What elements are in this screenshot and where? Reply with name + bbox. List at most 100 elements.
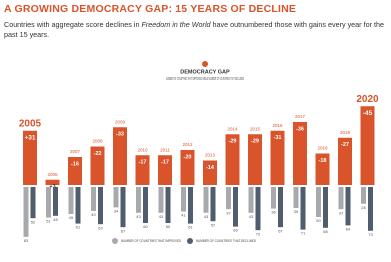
gap-bar bbox=[90, 146, 105, 185]
subtitle-text: have outnumbered those with gains every … bbox=[4, 20, 384, 39]
year-label: 2016 bbox=[272, 123, 283, 128]
count-label: 37 bbox=[339, 210, 344, 215]
declined-bar bbox=[30, 187, 36, 219]
count-label: 66 bbox=[233, 228, 238, 233]
gap-label: -16 bbox=[71, 161, 79, 167]
count-label: 61 bbox=[188, 225, 193, 230]
year-label: 2008 bbox=[92, 139, 103, 144]
subtitle-text: Countries with aggregate score declines … bbox=[4, 20, 142, 29]
gap-bar bbox=[45, 179, 60, 185]
improved-bar bbox=[248, 187, 254, 213]
gap-bar bbox=[158, 155, 172, 185]
count-label: 43 bbox=[136, 214, 141, 219]
count-label: 60 bbox=[166, 224, 171, 229]
annotation-line: NUMBER OF COUNTRIES THAT IMPROVED MINUS … bbox=[166, 76, 244, 81]
year-label: 2006 bbox=[47, 172, 58, 177]
count-label: 62 bbox=[98, 225, 103, 230]
year-label: 2015 bbox=[250, 126, 261, 131]
declined-bar bbox=[233, 187, 238, 227]
count-label: 37 bbox=[226, 210, 231, 215]
improved-bar bbox=[91, 187, 96, 211]
chart-title: A GROWING DEMOCRACY GAP: 15 YEARS OF DEC… bbox=[4, 3, 297, 15]
gap-label: -14 bbox=[206, 165, 215, 171]
year-label: 2005 bbox=[19, 118, 42, 129]
gap-bar bbox=[338, 137, 352, 185]
gap-bar bbox=[68, 157, 82, 185]
declined-bar bbox=[98, 187, 103, 225]
count-label: 71 bbox=[301, 231, 306, 236]
gap-label: +3 bbox=[49, 184, 55, 190]
gap-label: +31 bbox=[24, 134, 35, 141]
gap-bar bbox=[113, 127, 127, 185]
gap-label: -18 bbox=[319, 158, 327, 164]
count-label: 48 bbox=[53, 217, 58, 222]
annotation-text: NUMBER OF COUNTRIES THAT IMPROVED MINUS … bbox=[166, 76, 244, 81]
count-label: 43 bbox=[204, 214, 209, 219]
gap-label: -20 bbox=[184, 154, 192, 160]
count-label: 36 bbox=[271, 210, 276, 215]
year-label: 2020 bbox=[356, 94, 379, 105]
declined-bar bbox=[75, 187, 81, 224]
declined-bar bbox=[53, 187, 58, 216]
gap-bar bbox=[270, 130, 285, 185]
chart-subtitle: Countries with aggregate score declines … bbox=[4, 20, 384, 40]
year-label: 2018 bbox=[317, 146, 328, 151]
gap-bar bbox=[203, 160, 217, 185]
gap-label: -31 bbox=[274, 135, 282, 141]
year-label: 2009 bbox=[115, 119, 126, 124]
declined-bar bbox=[345, 187, 351, 226]
count-label: 83 bbox=[24, 238, 29, 243]
legend-label: NUMBER OF COUNTRIES THAT IMPROVED bbox=[121, 238, 181, 243]
gap-bar bbox=[315, 153, 330, 185]
count-label: 34 bbox=[114, 208, 119, 213]
declined-bar bbox=[255, 187, 261, 231]
gap-bar bbox=[248, 134, 262, 185]
annotation-title: DEMOCRACY GAP bbox=[180, 69, 230, 75]
count-label: 28 bbox=[361, 205, 366, 210]
improved-bar bbox=[23, 187, 29, 237]
count-label: 43 bbox=[159, 214, 164, 219]
gap-label: -29 bbox=[229, 139, 237, 145]
improved-bar bbox=[68, 187, 74, 214]
count-label: 67 bbox=[278, 228, 283, 233]
count-label: 57 bbox=[211, 222, 216, 227]
improved-bar bbox=[361, 187, 366, 204]
gap-bar bbox=[360, 106, 375, 185]
year-label: 2014 bbox=[227, 126, 238, 131]
year-label: 2012 bbox=[182, 142, 193, 147]
count-label: 50 bbox=[316, 218, 321, 223]
improved-bar bbox=[271, 187, 276, 209]
count-label: 67 bbox=[121, 228, 126, 233]
improved-bar bbox=[158, 187, 164, 213]
count-label: 51 bbox=[46, 219, 51, 224]
declined-bar bbox=[210, 187, 216, 222]
gap-bar bbox=[135, 155, 150, 185]
gap-bar bbox=[23, 130, 37, 185]
improved-bar bbox=[136, 187, 141, 213]
count-label: 73 bbox=[368, 232, 373, 237]
gap-label: -45 bbox=[363, 110, 373, 117]
year-label: 2011 bbox=[160, 147, 170, 152]
improved-bar bbox=[338, 187, 344, 210]
improved-bar bbox=[203, 187, 209, 213]
year-label: 2010 bbox=[137, 147, 148, 152]
declined-bar bbox=[278, 187, 283, 228]
declined-bar bbox=[368, 187, 373, 231]
improved-bar bbox=[113, 187, 119, 208]
count-label: 40 bbox=[91, 212, 96, 217]
declined-bar bbox=[300, 187, 306, 230]
improved-bar bbox=[316, 187, 321, 217]
gap-label: -17 bbox=[161, 160, 169, 166]
legend-label: NUMBER OF COUNTRIES THAT DECLINED bbox=[196, 238, 256, 243]
gap-bar bbox=[293, 122, 307, 185]
subtitle-italic: Freedom in the World bbox=[141, 20, 211, 29]
improved-bar bbox=[181, 187, 186, 212]
year-label: 2019 bbox=[340, 130, 351, 135]
year-label: 2017 bbox=[295, 114, 306, 119]
declined-bar bbox=[120, 187, 126, 228]
gap-label: -22 bbox=[94, 151, 102, 157]
legend-swatch bbox=[112, 238, 118, 244]
count-label: 68 bbox=[323, 229, 328, 234]
